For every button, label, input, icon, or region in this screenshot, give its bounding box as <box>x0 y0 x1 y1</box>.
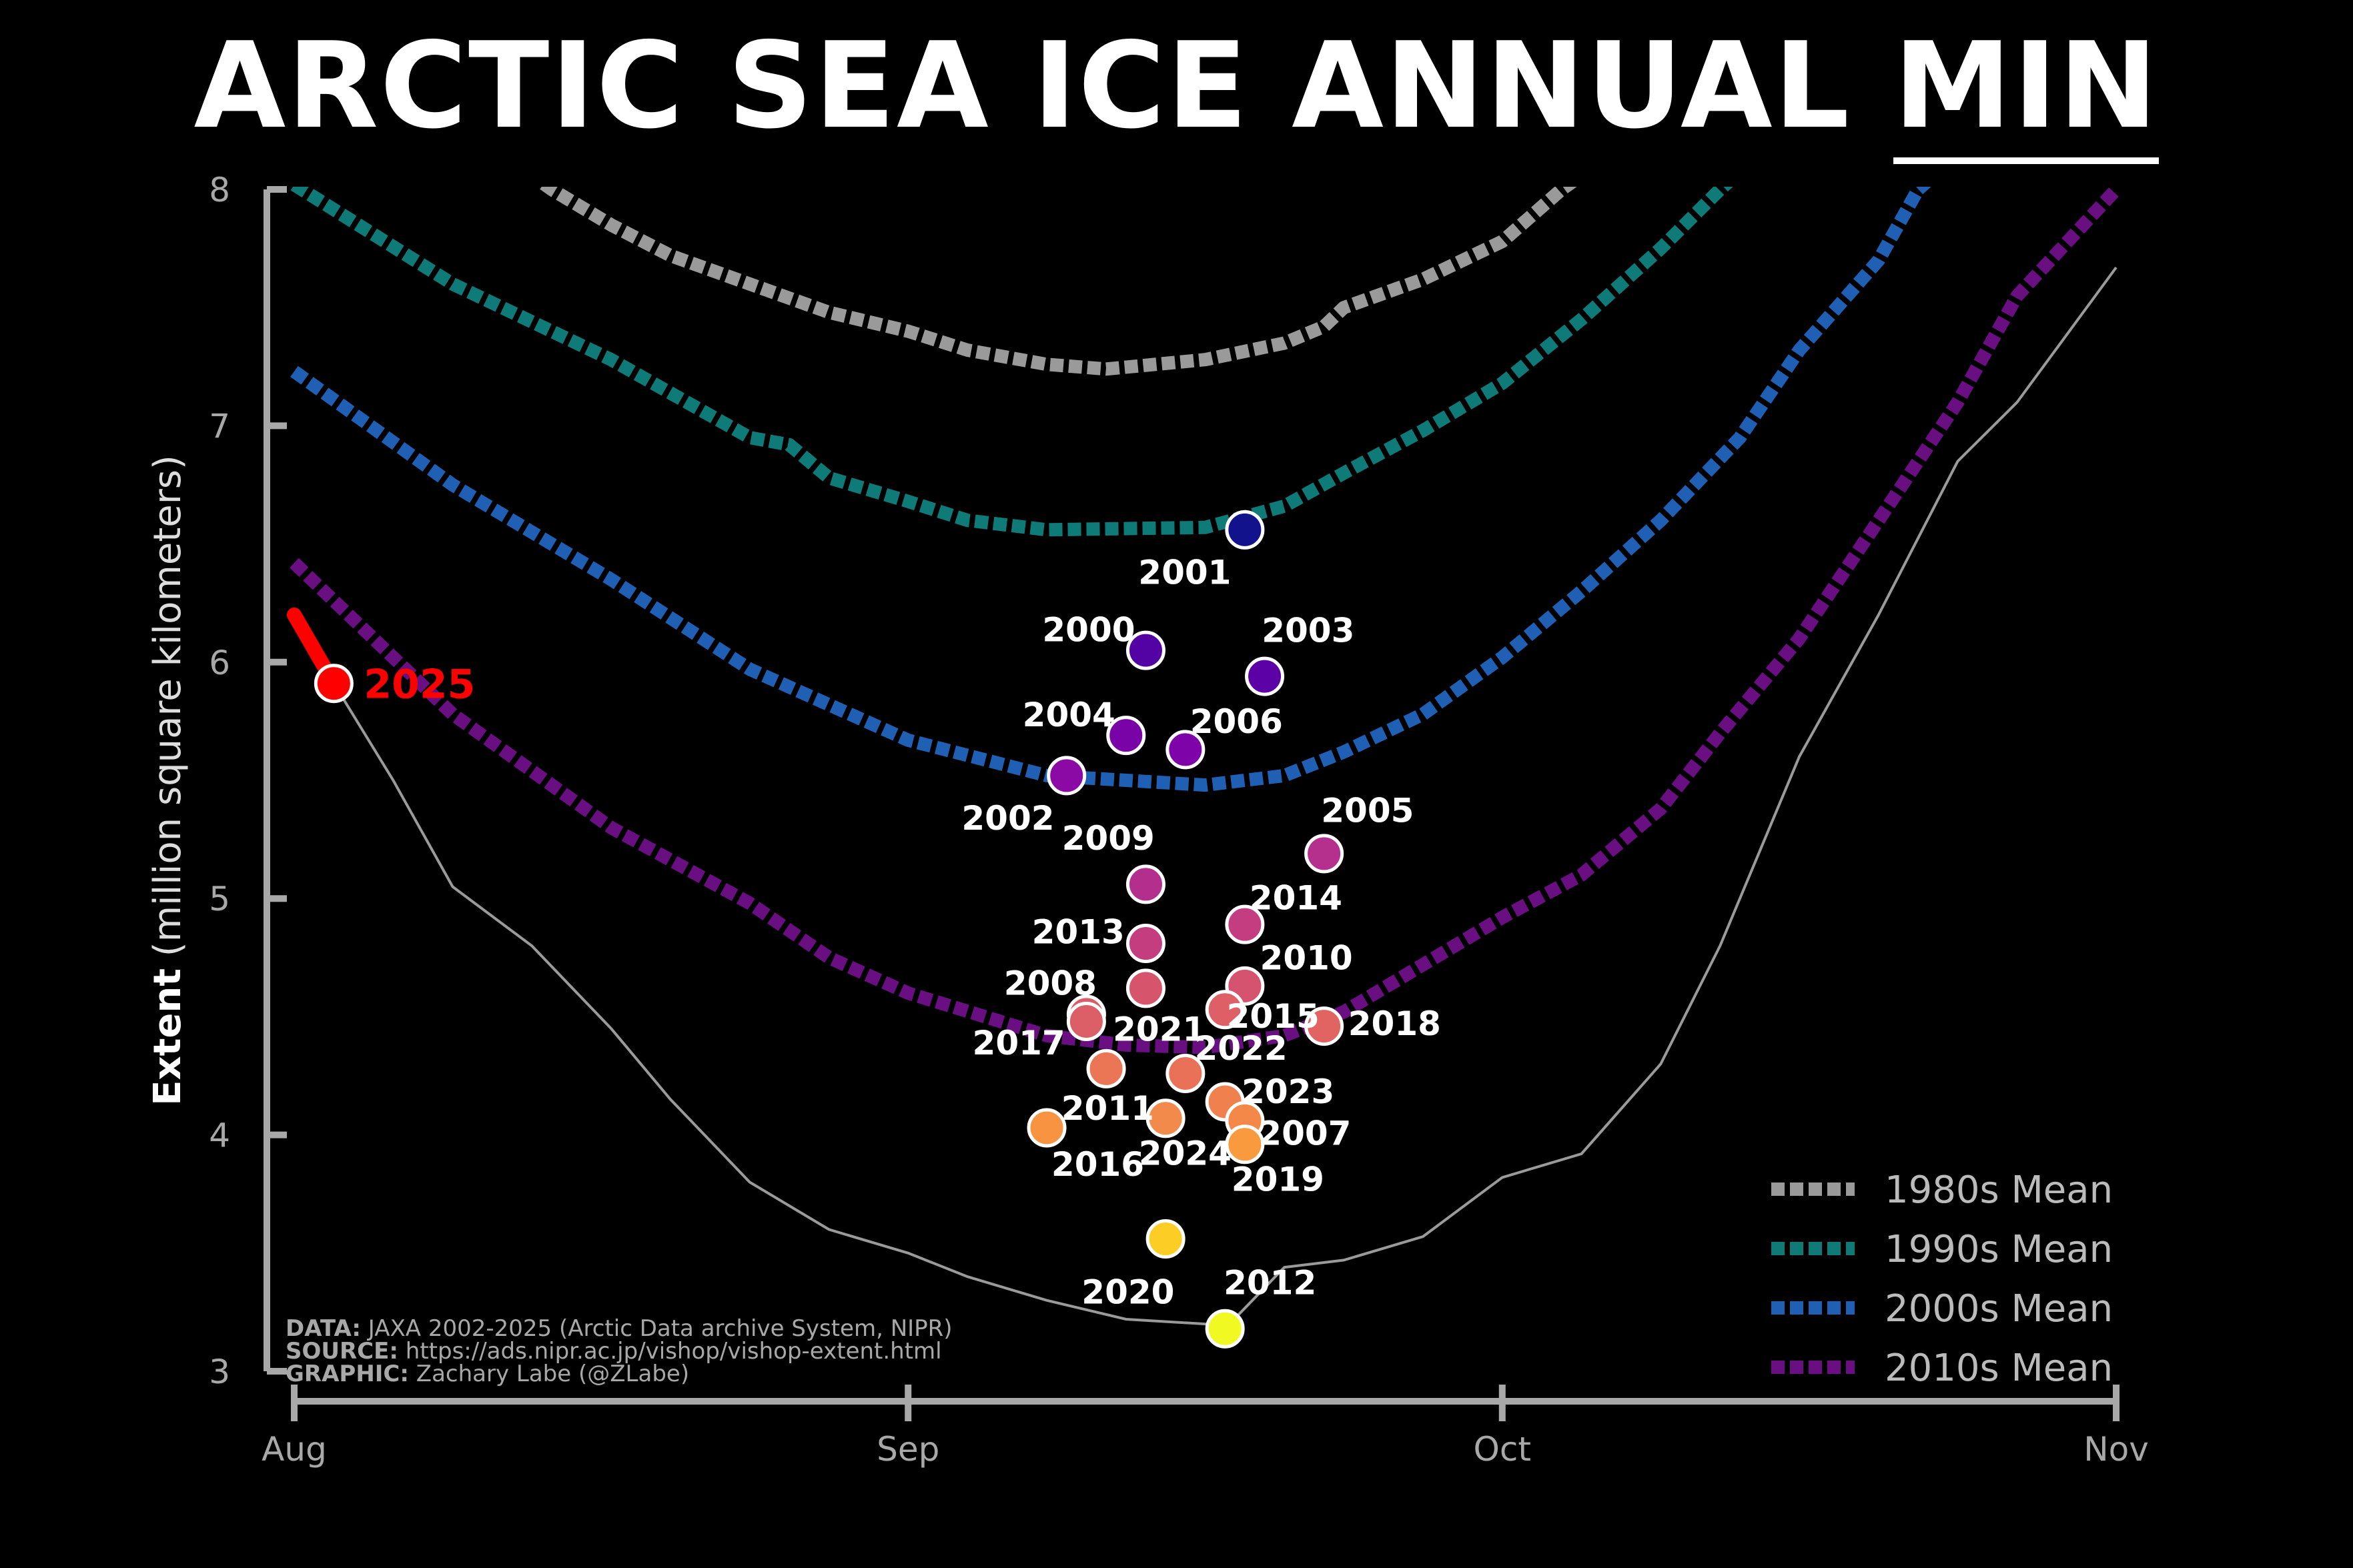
credit-line: SOURCE: https://ads.nipr.ac.jp/vishop/vi… <box>286 1338 942 1365</box>
label-2016: 2016 <box>1051 1145 1144 1184</box>
label-2014: 2014 <box>1250 879 1342 918</box>
point-2003 <box>1245 656 1285 696</box>
x-tick-label: Oct <box>1474 1430 1531 1469</box>
credits: DATA: JAXA 2002-2025 (Arctic Data archiv… <box>286 1315 953 1387</box>
mean-line-2010s <box>290 187 2122 1054</box>
legend-label: 2010s Mean <box>1885 1347 2113 1390</box>
x-tick-label: Nov <box>2083 1430 2149 1469</box>
label-2010: 2010 <box>1260 939 1353 978</box>
label-2006: 2006 <box>1190 702 1283 741</box>
label-2015: 2015 <box>1227 997 1320 1036</box>
credit-text: Zachary Labe (@ZLabe) <box>409 1361 689 1387</box>
label-2013: 2013 <box>1032 913 1125 952</box>
credit-line: GRAPHIC: Zachary Labe (@ZLabe) <box>286 1361 689 1387</box>
label-2025: 2025 <box>364 662 475 708</box>
legend: 1980s Mean 1990s Mean 2000s Mean 2010s Mean <box>1771 1168 2113 1390</box>
y-tick-label: 8 <box>209 171 230 209</box>
legend-label: 1990s Mean <box>1885 1228 2113 1271</box>
point-2014 <box>1225 904 1265 944</box>
credit-text: JAXA 2002-2025 (Arctic Data archive Syst… <box>361 1315 953 1342</box>
point-2013 <box>1125 924 1165 964</box>
label-2007: 2007 <box>1258 1114 1351 1152</box>
label-2017: 2017 <box>973 1024 1065 1062</box>
label-2011: 2011 <box>1061 1089 1154 1128</box>
y-tick-label: 7 <box>209 407 230 446</box>
y-tick-label: 3 <box>209 1353 230 1391</box>
point-2017 <box>1066 1001 1106 1041</box>
point-2002 <box>1047 756 1087 796</box>
label-2001: 2001 <box>1138 553 1231 592</box>
point-2024 <box>1145 1098 1186 1138</box>
point-2005 <box>1304 834 1344 874</box>
point-2009 <box>1125 864 1165 904</box>
point-2020 <box>1145 1219 1186 1259</box>
label-2008: 2008 <box>1004 964 1097 1003</box>
mean-line-2000s <box>290 187 1931 792</box>
label-2018: 2018 <box>1348 1004 1441 1043</box>
point-2019 <box>1225 1124 1265 1164</box>
point-2004 <box>1106 716 1146 756</box>
point-2021 <box>1125 968 1165 1008</box>
point-2018 <box>1304 1006 1344 1046</box>
label-2002: 2002 <box>961 799 1054 838</box>
credit-key: DATA: <box>286 1315 361 1342</box>
point-2000 <box>1125 630 1165 670</box>
label-2021: 2021 <box>1113 1010 1206 1049</box>
y-axis-label-bold: Extent <box>146 968 189 1106</box>
point-2011 <box>1086 1048 1126 1088</box>
axes: 3 4 5 6 7 8 Aug Sep Oct Nov Extent (million square… <box>146 171 2149 1469</box>
label-2005: 2005 <box>1321 792 1414 830</box>
y-axis-label-rest: (million square kilometers) <box>146 455 189 968</box>
label-2009: 2009 <box>1062 819 1155 858</box>
credit-line: DATA: JAXA 2002-2025 (Arctic Data archiv… <box>286 1315 953 1342</box>
point-2012 <box>1205 1309 1245 1349</box>
point-2022 <box>1165 1053 1206 1093</box>
mean-line-1990s <box>290 187 1733 537</box>
credit-key: SOURCE: <box>286 1338 398 1365</box>
chart-title: ARCTIC SEA ICE ANNUAL MIN <box>0 17 2353 164</box>
credit-text: https://ads.nipr.ac.jp/vishop/vishop-ext… <box>398 1338 942 1365</box>
label-2019: 2019 <box>1232 1160 1324 1199</box>
legend-label: 2000s Mean <box>1885 1287 2113 1331</box>
x-tick-label: Aug <box>262 1430 327 1469</box>
credit-key: GRAPHIC: <box>286 1361 409 1387</box>
label-2003: 2003 <box>1262 611 1354 650</box>
label-2012: 2012 <box>1224 1263 1316 1302</box>
y-axis-label: Extent (million square kilometers) <box>146 455 189 1106</box>
y-tick-label: 5 <box>209 880 230 918</box>
y-tick-label: 6 <box>209 644 230 682</box>
mean-line-1980s <box>536 187 1577 376</box>
label-2023: 2023 <box>1242 1072 1334 1111</box>
x-tick-label: Sep <box>877 1430 939 1469</box>
point-2016 <box>1027 1108 1067 1148</box>
legend-label: 1980s Mean <box>1885 1168 2113 1212</box>
point-2006 <box>1165 730 1206 770</box>
point-2015 <box>1205 990 1245 1030</box>
point-2001 <box>1225 510 1265 550</box>
label-2000: 2000 <box>1042 611 1135 650</box>
title-main: ARCTIC SEA ICE ANNUAL <box>193 17 1851 155</box>
title-underlined: MIN <box>1893 17 2160 164</box>
label-2020: 2020 <box>1081 1273 1174 1311</box>
label-2024: 2024 <box>1139 1134 1232 1173</box>
label-2004: 2004 <box>1023 696 1115 734</box>
point-2025 <box>314 664 354 704</box>
label-2022: 2022 <box>1194 1029 1287 1068</box>
y-tick-label: 4 <box>209 1116 230 1155</box>
